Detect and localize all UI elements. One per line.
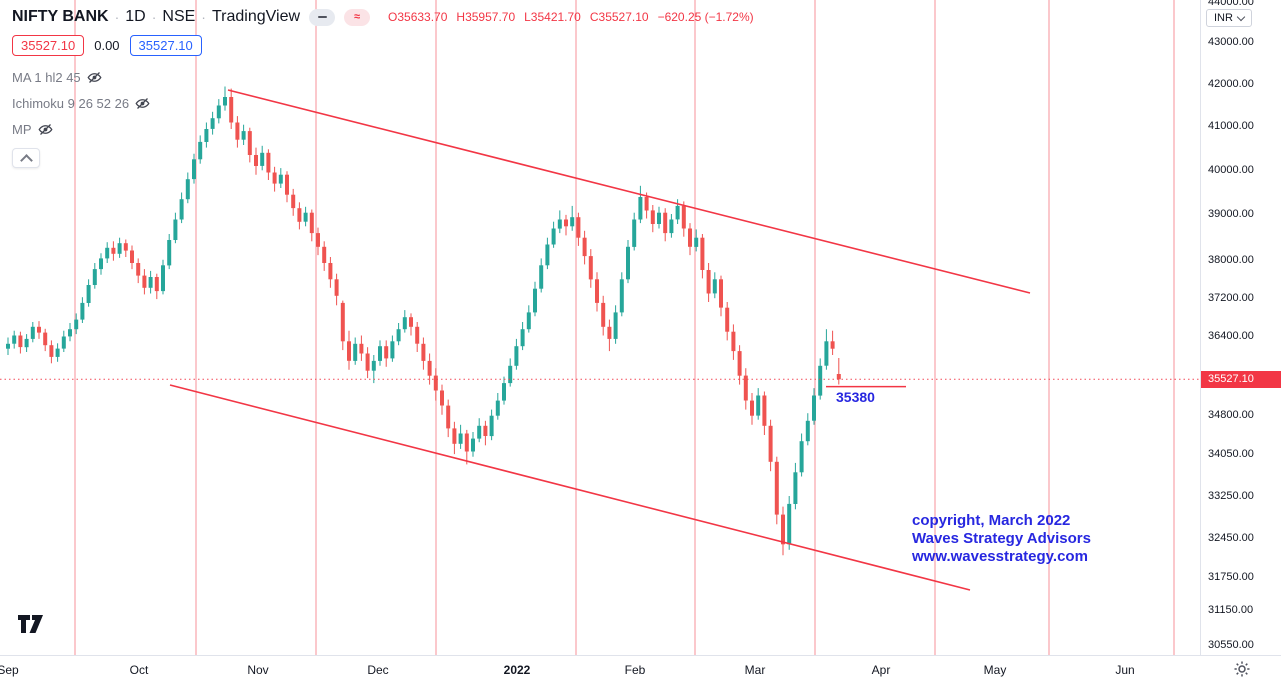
price-axis-label: 34050.00 bbox=[1208, 447, 1254, 460]
copyright-line-1: copyright, March 2022 bbox=[912, 512, 1071, 529]
price-axis-label: 44000.00 bbox=[1208, 0, 1254, 8]
ohlc-part: L35421.70 bbox=[524, 10, 581, 24]
legend-toggle-button[interactable] bbox=[309, 8, 336, 26]
separator-dot: · bbox=[151, 9, 157, 25]
price-axis-label: 36400.00 bbox=[1208, 330, 1254, 342]
time-axis-label: Nov bbox=[247, 663, 269, 677]
legend-collapse-button[interactable] bbox=[12, 148, 40, 168]
price-axis-label: 39000.00 bbox=[1208, 208, 1254, 221]
eye-off-icon[interactable] bbox=[87, 70, 102, 85]
chevron-up-icon bbox=[19, 153, 33, 167]
chevron-down-icon bbox=[1236, 12, 1246, 22]
price-axis-label: 30550.00 bbox=[1208, 638, 1254, 651]
copyright-line-3: www.wavesstrategy.com bbox=[912, 548, 1088, 565]
time-axis-label: Dec bbox=[367, 663, 389, 677]
separator-dot: · bbox=[201, 9, 206, 25]
chart-plot-area[interactable]: 35380 copyright, March 2022 Waves Strate… bbox=[0, 0, 1200, 655]
price-axis[interactable]: INR 35527.10 44000.00 43000.00 42000.00 410… bbox=[1200, 0, 1281, 655]
price-axis-label: 40000.00 bbox=[1208, 163, 1254, 176]
time-axis-label: Apr bbox=[871, 663, 891, 677]
time-axis-label: 2022 bbox=[503, 663, 531, 677]
symbol-title[interactable]: NIFTY BANK bbox=[12, 8, 109, 25]
price-axis-label: 33250.00 bbox=[1208, 489, 1254, 502]
price-axis-label: 32450.00 bbox=[1208, 532, 1254, 545]
chart-canvas[interactable] bbox=[0, 0, 1200, 655]
price-box-blue: 35527.10 bbox=[129, 35, 202, 56]
indicator-row-ma[interactable]: MA 1 hl2 45 bbox=[12, 70, 102, 85]
time-axis-label: Sep bbox=[0, 663, 19, 677]
candles bbox=[6, 86, 841, 556]
dash-icon bbox=[317, 16, 327, 18]
indicator-row-mp[interactable]: MP bbox=[12, 122, 53, 137]
time-axis-label: Mar bbox=[744, 663, 766, 677]
month-gridlines bbox=[74, 0, 1175, 655]
approx-toggle-button[interactable]: ≈ bbox=[344, 8, 371, 26]
price-axis-label: 42000.00 bbox=[1208, 77, 1254, 90]
copyright-line-2: Waves Strategy Advisors bbox=[912, 530, 1091, 547]
price-axis-label: 38000.00 bbox=[1208, 254, 1254, 267]
settings-gear-button[interactable] bbox=[1233, 660, 1253, 680]
brand-label[interactable]: TradingView bbox=[211, 8, 301, 25]
copyright-annotation[interactable]: copyright, March 2022 Waves Strategy Adv… bbox=[912, 512, 1091, 566]
current-price-tag: 35527.10 bbox=[1201, 370, 1281, 388]
price-axis-label: 31750.00 bbox=[1208, 570, 1254, 583]
ohlc-part: O35633.70 bbox=[388, 10, 448, 24]
time-axis-label: Jun bbox=[1115, 663, 1135, 677]
interval-label[interactable]: 1D bbox=[125, 8, 146, 25]
price-axis-label: 34800.00 bbox=[1208, 409, 1254, 422]
price-change-zero: 0.00 bbox=[94, 38, 120, 53]
price-axis-label: 37200.00 bbox=[1208, 291, 1254, 304]
price-box-red: 35527.10 bbox=[12, 35, 85, 56]
ohlc-part: C35527.10 bbox=[589, 10, 649, 24]
currency-dropdown[interactable]: INR bbox=[1206, 9, 1252, 27]
separator-dot: · bbox=[114, 9, 120, 25]
time-axis-label: Feb bbox=[624, 663, 646, 677]
time-axis-label: Oct bbox=[129, 663, 149, 677]
exchange-label: NSE bbox=[162, 8, 196, 25]
eye-off-icon[interactable] bbox=[135, 96, 150, 111]
indicator-label-ichimoku: Ichimoku 9 26 52 26 bbox=[12, 96, 130, 111]
price-axis-label: 31150.00 bbox=[1208, 604, 1254, 617]
ohlc-values: O35633.70 H35957.70 L35421.70 C35527.10 −620… bbox=[388, 10, 754, 24]
eye-off-icon[interactable] bbox=[38, 122, 53, 137]
ohlc-part: −620.25 (−1.72%) bbox=[657, 10, 754, 24]
gear-icon bbox=[1234, 661, 1250, 677]
trend-channel-lines[interactable] bbox=[169, 89, 1031, 591]
price-axis-label: 41000.00 bbox=[1208, 120, 1254, 133]
indicator-row-ichimoku[interactable]: Ichimoku 9 26 52 26 bbox=[12, 96, 150, 111]
indicator-label-ma: MA 1 hl2 45 bbox=[12, 70, 81, 85]
currency-label: INR bbox=[1214, 12, 1233, 24]
ohlc-part: H35957.70 bbox=[456, 10, 516, 24]
indicator-label-mp: MP bbox=[12, 122, 32, 137]
time-axis-label: May bbox=[983, 663, 1007, 677]
price-axis-label: 43000.00 bbox=[1208, 36, 1254, 49]
tradingview-logo[interactable] bbox=[16, 613, 46, 640]
time-axis[interactable]: Sep Oct Nov Dec 2022 Feb Mar Apr May Jun bbox=[0, 655, 1281, 698]
support-level-text[interactable]: 35380 bbox=[836, 389, 875, 405]
tradingview-logo-icon bbox=[18, 615, 43, 633]
